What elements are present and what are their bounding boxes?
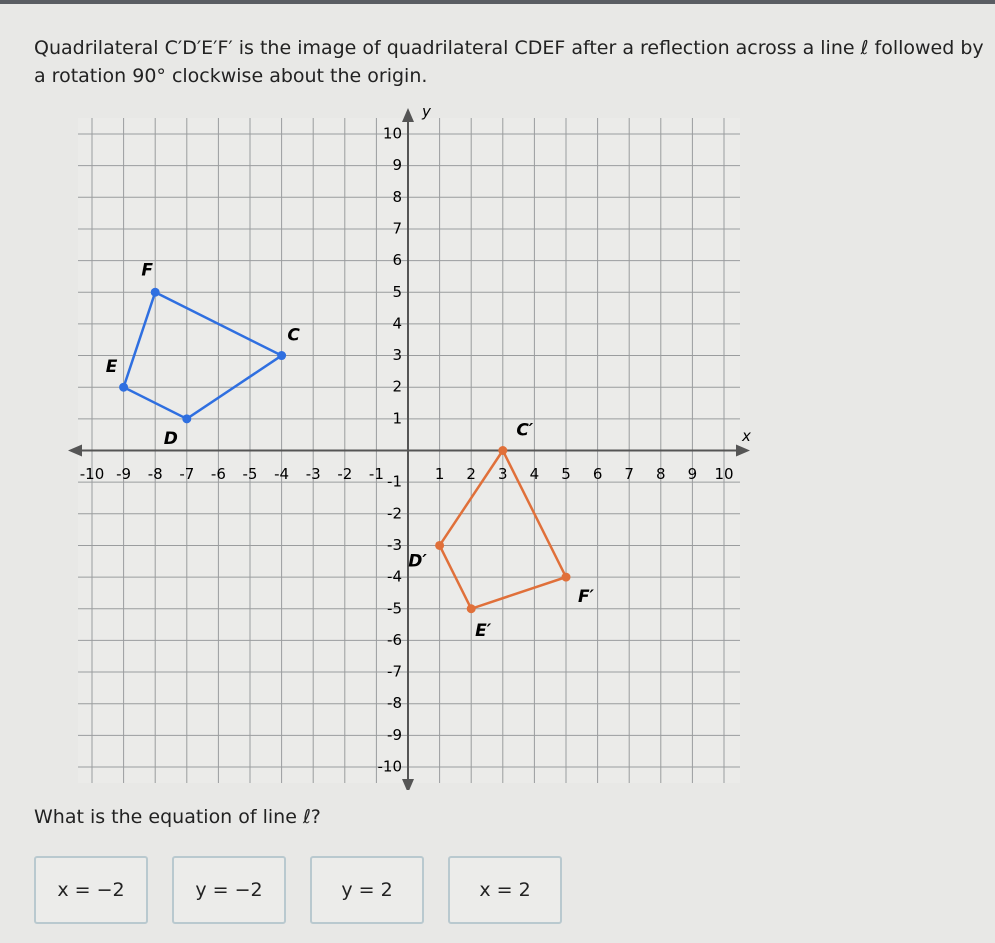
y-tick-label: 2: [392, 378, 402, 396]
arrow: [402, 108, 414, 122]
y-tick-label: 8: [392, 188, 402, 206]
x-tick-label: -7: [179, 465, 194, 483]
vertex-label: E: [106, 357, 118, 377]
y-tick-label: 1: [392, 409, 402, 427]
y-axis-label: y: [421, 103, 432, 121]
vertex-label: F′: [578, 587, 595, 607]
vertex: [466, 604, 476, 614]
y-tick-label: 4: [392, 314, 402, 332]
x-tick-label: -5: [243, 465, 258, 483]
vertex-label: D′: [408, 551, 427, 571]
x-tick-label: -6: [211, 465, 226, 483]
vertex-label: F: [141, 260, 153, 280]
y-tick-label: -10: [378, 758, 403, 776]
x-tick-label: 5: [561, 465, 571, 483]
y-tick-label: 9: [392, 156, 402, 174]
x-tick-label: 3: [498, 465, 508, 483]
vertex: [150, 287, 160, 297]
arrow: [736, 444, 750, 457]
y-tick-label: -5: [387, 599, 402, 617]
vertex-label: E′: [475, 621, 492, 641]
y-tick-label: 5: [392, 283, 402, 301]
x-tick-label: -10: [80, 465, 105, 483]
x-axis-label: x: [741, 427, 751, 445]
arrow: [68, 444, 82, 457]
vertex-label: D: [164, 429, 178, 449]
vertex: [435, 540, 445, 550]
x-tick-label: -2: [337, 465, 352, 483]
y-tick-label: -4: [387, 568, 402, 586]
x-tick-label: 6: [593, 465, 603, 483]
x-tick-label: 8: [656, 465, 666, 483]
answer-choice[interactable]: y = −2: [172, 856, 286, 924]
vertex: [498, 446, 508, 455]
x-tick-label: 7: [624, 465, 634, 483]
y-tick-label: -3: [387, 536, 402, 554]
x-tick-label: 10: [714, 465, 733, 483]
x-tick-label: 2: [466, 465, 476, 483]
y-tick-label: 6: [392, 251, 402, 269]
vertex-label: C′: [516, 421, 533, 441]
y-tick-label: 10: [383, 125, 402, 143]
prompt: What is the equation of line ℓ?: [34, 806, 321, 828]
arrow: [402, 779, 414, 790]
question-text: Quadrilateral C′D′E′F′ is the image of q…: [34, 37, 984, 87]
answer-choice[interactable]: x = −2: [34, 856, 148, 924]
vertex: [119, 382, 129, 392]
vertex-label: C: [287, 326, 300, 346]
top-bar: [0, 0, 995, 4]
vertex: [561, 572, 571, 582]
answer-choice[interactable]: y = 2: [310, 856, 424, 924]
x-tick-label: 9: [688, 465, 698, 483]
y-tick-label: -9: [387, 726, 402, 744]
x-tick-label: -3: [306, 465, 321, 483]
x-tick-label: -8: [148, 465, 163, 483]
x-tick-label: -4: [274, 465, 289, 483]
y-tick-label: 7: [392, 219, 402, 237]
vertex: [182, 414, 192, 424]
y-tick-label: -8: [387, 694, 402, 712]
answer-choice[interactable]: x = 2: [448, 856, 562, 924]
x-tick-label: -1: [369, 465, 384, 483]
y-tick-label: -6: [387, 631, 402, 649]
vertex: [277, 351, 287, 361]
y-tick-label: -1: [387, 473, 402, 491]
x-tick-label: 4: [530, 465, 540, 483]
x-tick-label: -9: [116, 465, 131, 483]
y-tick-label: -7: [387, 663, 402, 681]
y-tick-label: -2: [387, 504, 402, 522]
y-tick-label: 3: [392, 346, 402, 364]
x-tick-label: 1: [435, 465, 445, 483]
coordinate-plane: -10 -9 -8 -7 -6 -5 -4 -3 -2 -1 1 2 3 4 5 6 7 8 9 10-10-9-8-…: [68, 103, 751, 790]
